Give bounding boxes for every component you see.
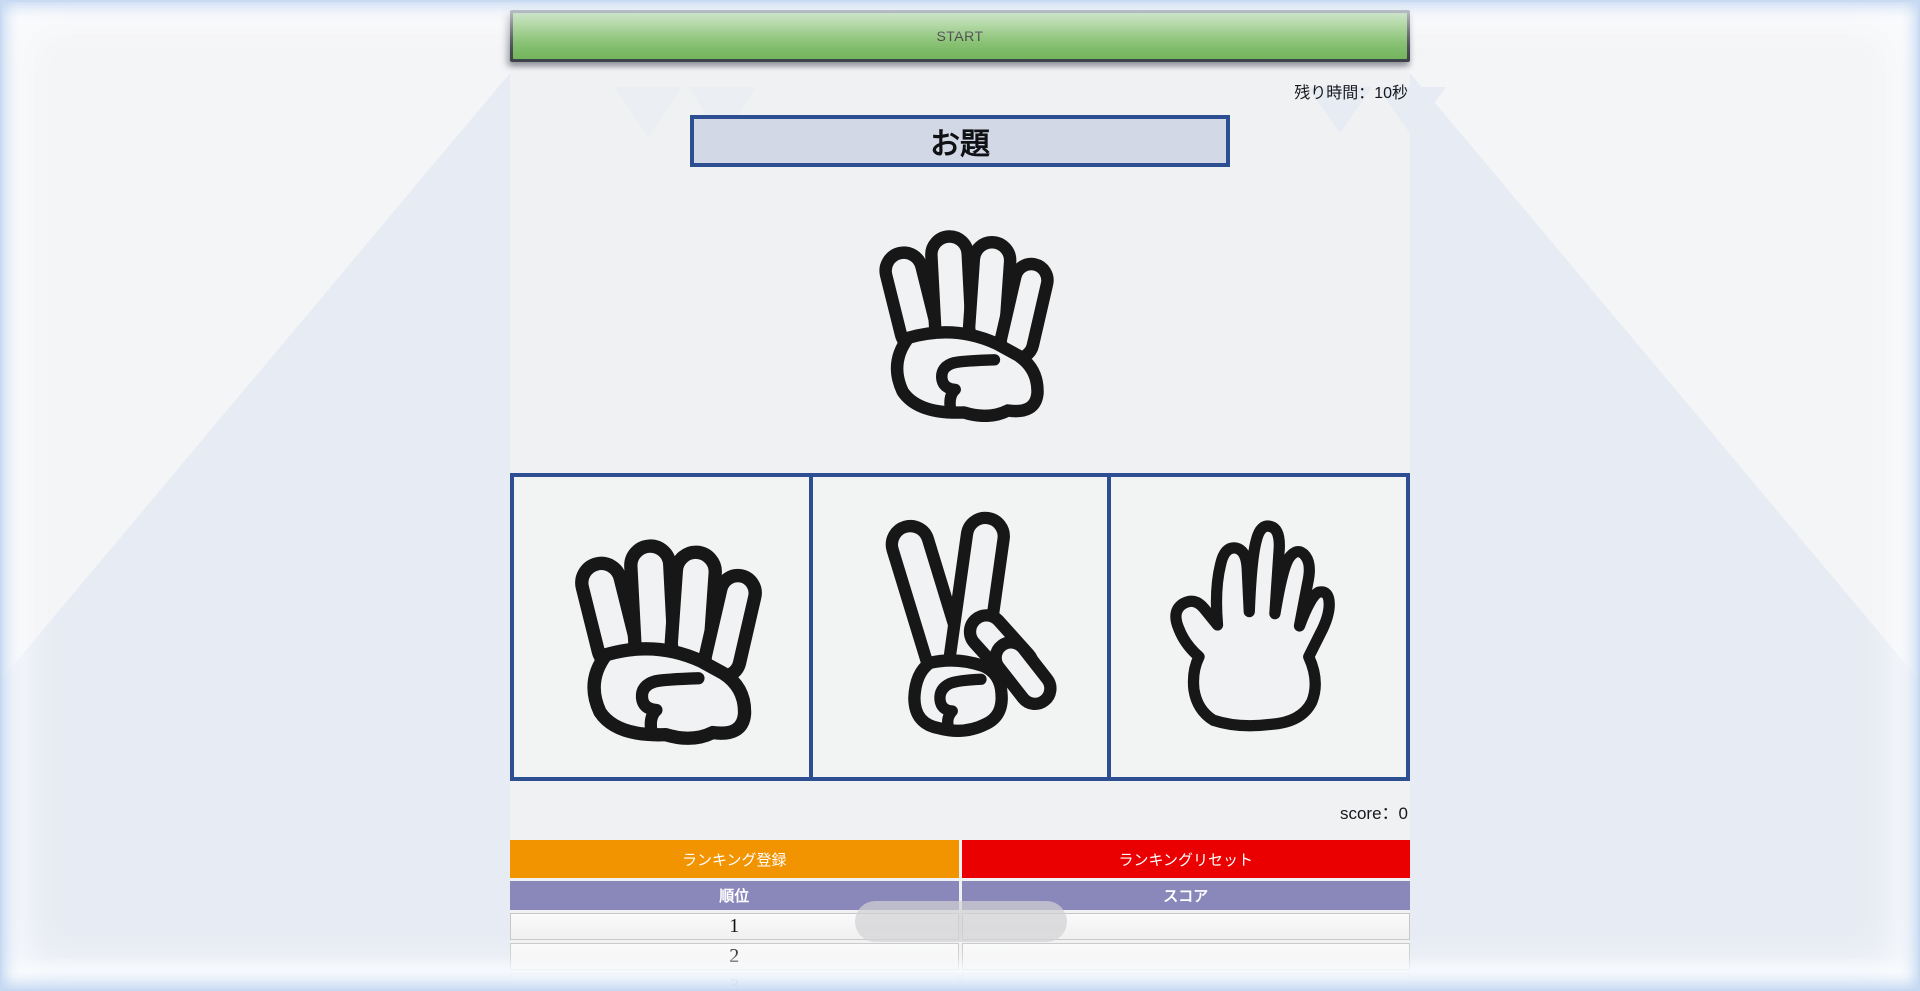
paper-icon — [1156, 509, 1361, 745]
rock-icon — [559, 509, 764, 745]
ranking-reset-button[interactable]: ランキングリセット — [961, 840, 1410, 878]
ranking-buttons: ランキング登録 ランキングリセット — [510, 840, 1410, 878]
rock-icon — [864, 202, 1056, 422]
ranking-register-button[interactable]: ランキング登録 — [510, 840, 959, 878]
score-cell — [961, 973, 1410, 991]
start-button[interactable]: START — [510, 10, 1410, 62]
overlay-blob — [855, 901, 1067, 942]
theme-title-box: お題 — [690, 115, 1230, 167]
choice-paper[interactable] — [1107, 473, 1411, 781]
theme-hand-display — [510, 202, 1410, 422]
score-text: score：0 — [1339, 804, 1408, 823]
table-row: 3 — [510, 973, 1410, 991]
rank-cell: 3 — [510, 973, 959, 991]
theme-title: お題 — [930, 128, 990, 161]
choice-rock[interactable] — [510, 473, 813, 781]
rank-cell: 2 — [510, 943, 959, 970]
table-row: 2 — [510, 943, 1410, 970]
choice-row — [510, 473, 1411, 781]
score-cell — [961, 943, 1410, 970]
timer-text: 残り時間：10秒 — [1294, 85, 1408, 102]
scissors-icon — [858, 509, 1063, 745]
choice-scissors[interactable] — [808, 473, 1112, 781]
